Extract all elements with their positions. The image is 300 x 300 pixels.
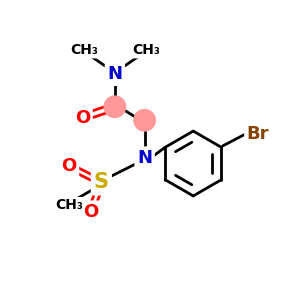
Circle shape	[104, 96, 126, 118]
Text: N: N	[137, 149, 152, 167]
Circle shape	[134, 110, 155, 131]
Text: O: O	[75, 109, 90, 127]
Text: O: O	[83, 203, 98, 221]
Text: CH₃: CH₃	[70, 43, 98, 57]
Text: N: N	[107, 65, 122, 83]
Text: CH₃: CH₃	[132, 43, 160, 57]
Text: O: O	[61, 157, 76, 175]
Text: Br: Br	[247, 125, 269, 143]
Text: S: S	[94, 172, 109, 192]
Text: CH₃: CH₃	[55, 198, 83, 212]
